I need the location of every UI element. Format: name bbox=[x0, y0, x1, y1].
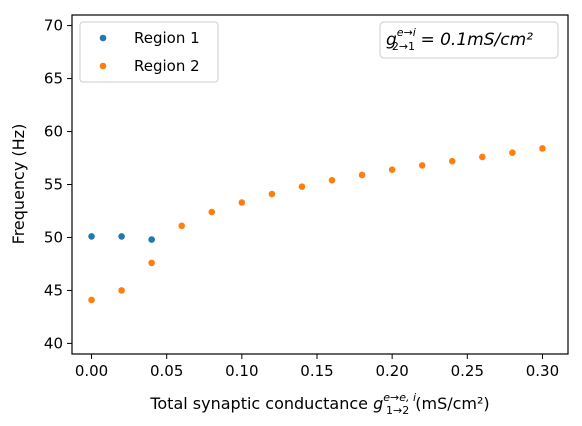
y-tick-label: 45 bbox=[44, 281, 63, 299]
point-region-2 bbox=[88, 296, 95, 304]
point-region-2 bbox=[539, 145, 546, 152]
x-axis-label-unit: (mS/cm²) bbox=[415, 394, 489, 413]
x-tick-label: 0.30 bbox=[526, 362, 559, 380]
point-region-2 bbox=[509, 149, 516, 157]
point-region-1 bbox=[88, 233, 95, 240]
point-region-1 bbox=[148, 236, 155, 243]
x-axis-label: Total synaptic conductance ge→e, i 1→2 (mS… bbox=[149, 391, 489, 417]
x-tick-label: 0.25 bbox=[451, 362, 484, 380]
x-axis-label-symbol: g bbox=[373, 394, 383, 413]
point-region-2 bbox=[268, 190, 276, 198]
x-tick-label: 0.15 bbox=[300, 362, 333, 380]
point-region-2 bbox=[118, 287, 125, 294]
annotation-text: ge→i 2→1 = 0.1mS/cm² bbox=[386, 26, 533, 53]
point-region-2 bbox=[448, 157, 456, 165]
x-axis-label-sub: 1→2 bbox=[386, 404, 409, 417]
y-tick-label: 65 bbox=[44, 70, 63, 88]
point-region-2 bbox=[388, 166, 396, 173]
x-axis-label-text: Total synaptic conductance bbox=[149, 394, 368, 413]
data-points bbox=[88, 145, 546, 304]
point-region-2 bbox=[238, 199, 246, 206]
y-axis: 40 45 50 55 60 65 70 bbox=[44, 17, 72, 352]
point-region-2 bbox=[418, 162, 426, 169]
annotation: ge→i 2→1 = 0.1mS/cm² bbox=[379, 21, 559, 59]
annotation-rhs: = 0.1mS/cm² bbox=[415, 30, 533, 50]
x-axis: 0.00 0.05 0.10 0.15 0.20 0.25 0.30 bbox=[75, 354, 559, 380]
y-tick-label: 55 bbox=[44, 176, 63, 194]
annotation-sup: e→i bbox=[397, 26, 416, 39]
x-tick-label: 0.10 bbox=[225, 362, 258, 380]
y-tick-label: 40 bbox=[44, 334, 63, 352]
legend: Region 1 Region 2 bbox=[79, 21, 219, 83]
legend-marker-region-1 bbox=[99, 34, 107, 42]
y-tick-label: 60 bbox=[44, 123, 63, 141]
point-region-2 bbox=[328, 176, 336, 184]
point-region-2 bbox=[208, 208, 216, 216]
annotation-box bbox=[379, 21, 559, 59]
point-region-2 bbox=[148, 259, 155, 267]
annotation-sub: 2→1 bbox=[392, 40, 415, 53]
y-axis-label: Frequency (Hz) bbox=[9, 124, 28, 245]
x-tick-label: 0.05 bbox=[150, 362, 183, 380]
legend-marker-region-2 bbox=[99, 62, 107, 70]
point-region-2 bbox=[178, 222, 186, 230]
y-tick-label: 70 bbox=[44, 17, 63, 35]
y-axis-label-text: Frequency bbox=[9, 162, 28, 245]
x-tick-label: 0.00 bbox=[75, 362, 108, 380]
legend-box bbox=[79, 21, 219, 83]
annotation-symbol: g bbox=[386, 30, 397, 50]
legend-label-region-1: Region 1 bbox=[134, 29, 200, 47]
y-axis-label-unit: (Hz) bbox=[9, 124, 28, 157]
x-tick-label: 0.20 bbox=[375, 362, 408, 380]
point-region-1 bbox=[118, 233, 125, 240]
y-tick-label: 50 bbox=[44, 228, 63, 246]
point-region-2 bbox=[358, 171, 366, 179]
legend-label-region-2: Region 2 bbox=[134, 57, 200, 75]
point-region-2 bbox=[298, 183, 306, 190]
x-axis-label-sup: e→e, i bbox=[383, 391, 416, 404]
point-region-2 bbox=[479, 153, 486, 161]
